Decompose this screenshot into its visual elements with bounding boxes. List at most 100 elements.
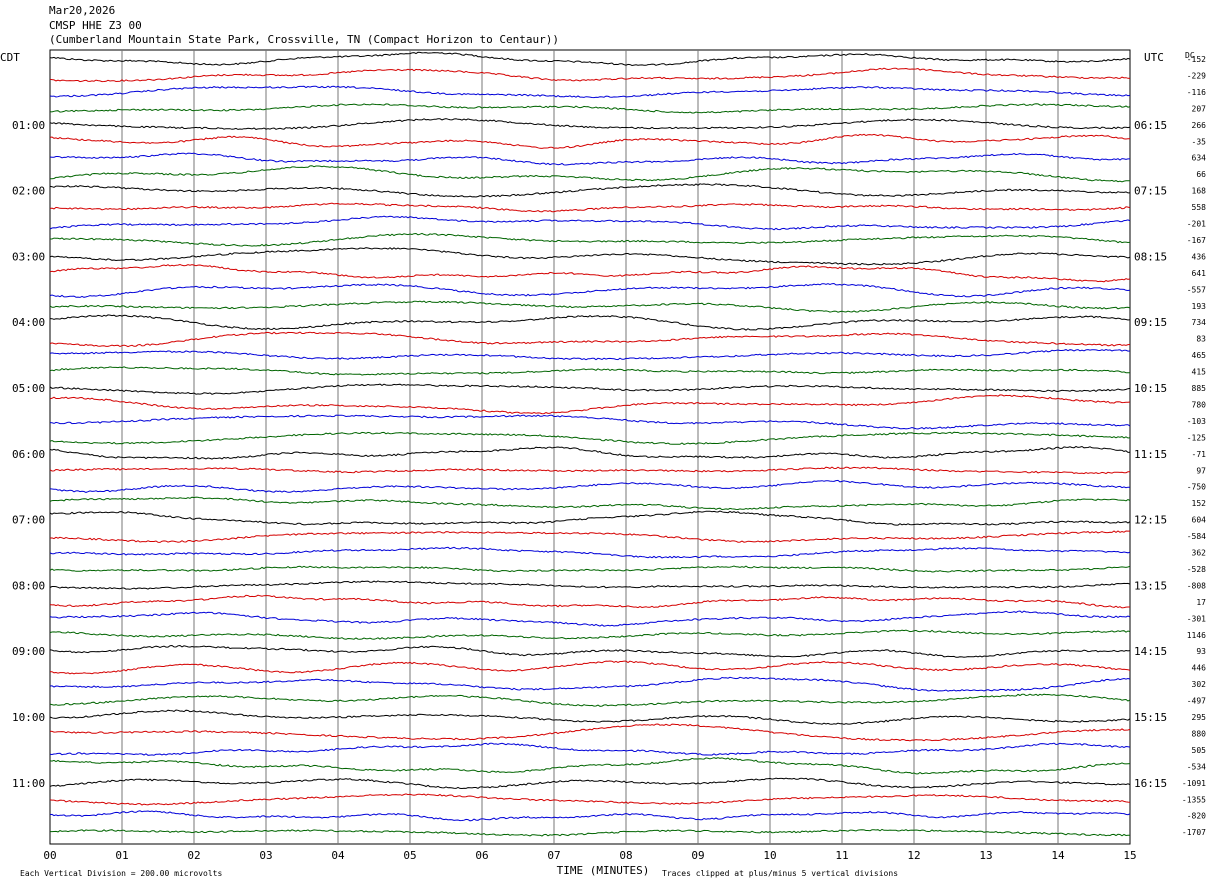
utc-hour-label: 15:15 [1134,711,1167,724]
trace-line [49,709,1131,725]
trace-line [50,232,1131,247]
trace-line [49,565,1131,573]
dc-offset-label: -528 [1187,565,1206,574]
utc-hour-label: 08:15 [1134,250,1167,263]
dc-offset-label: 436 [1192,252,1207,261]
trace-line [49,67,1131,83]
x-tick-label: 00 [43,849,56,862]
dc-offset-label: -1707 [1182,828,1206,837]
x-tick-label: 07 [547,849,560,862]
dc-offset-label: -71 [1192,450,1207,459]
dc-offset-label: -820 [1187,812,1206,821]
dc-offset-label: 93 [1196,647,1206,656]
trace-line [49,183,1130,198]
trace-line [49,366,1130,376]
dc-offset-label: -167 [1187,236,1206,245]
dc-offset-label: 193 [1192,302,1207,311]
trace-line [49,777,1131,790]
header-date: Mar20,2026 [49,4,116,17]
cdt-hour-label: 06:00 [12,448,45,461]
dc-offset-label: 634 [1192,154,1207,163]
dc-offset-label: 152 [1192,499,1207,508]
dc-offset-label: 302 [1192,680,1207,689]
dc-offset-label: 885 [1192,384,1207,393]
dc-offset-label: 97 [1196,466,1206,475]
trace-line [49,610,1131,627]
dc-offset-label: 880 [1192,729,1207,738]
trace-line [49,165,1131,183]
cdt-label: CDT [0,51,20,64]
dc-offset-label: 641 [1192,269,1207,278]
trace-line [49,793,1131,806]
dc-label: DC [1185,51,1195,60]
trace-line [49,757,1131,775]
dc-offset-label: 295 [1192,713,1207,722]
dc-offset-label: 83 [1196,335,1206,344]
x-tick-label: 06 [475,849,488,862]
dc-offset-label: 734 [1192,318,1207,327]
x-axis-label: TIME (MINUTES) [557,864,650,877]
trace-line [49,103,1131,114]
x-tick-label: 14 [1051,849,1065,862]
dc-offset-label: -103 [1187,417,1206,426]
trace-line [49,445,1131,460]
chart-header: Mar20,2026 CMSP HHE Z3 00 (Cumberland Moun… [49,4,559,48]
dc-offset-label: -1355 [1182,795,1206,804]
dc-offset-label: 207 [1192,104,1207,113]
trace-line [49,300,1131,313]
x-tick-label: 02 [187,849,200,862]
trace-line [50,660,1131,675]
dc-offset-label: 362 [1192,549,1207,558]
trace-line [49,546,1131,559]
trace-line [49,247,1131,266]
trace-line [49,314,1131,331]
cdt-hour-label: 05:00 [12,382,45,395]
dc-offset-label: -201 [1187,220,1206,229]
x-tick-label: 15 [1123,849,1136,862]
x-tick-label: 13 [979,849,992,862]
dc-offset-label: 1146 [1187,631,1206,640]
trace-line [49,466,1130,475]
trace-line [49,118,1131,130]
x-tick-label: 08 [619,849,632,862]
trace-line [49,479,1130,493]
trace-line [49,629,1131,640]
trace-line [49,133,1130,149]
trace-line [49,594,1130,609]
utc-hour-label: 16:15 [1134,777,1167,790]
utc-hour-label: 10:15 [1134,382,1167,395]
trace-line [49,263,1131,283]
dc-offset-label: -301 [1187,614,1206,623]
trace-line [49,383,1131,395]
trace-line [49,644,1131,658]
dc-offset-label: -534 [1187,762,1206,771]
dc-offset-label: 558 [1192,203,1207,212]
x-tick-label: 04 [331,849,345,862]
cdt-hour-label: 11:00 [12,777,45,790]
cdt-hour-label: 10:00 [12,711,45,724]
trace-line [49,282,1131,298]
dc-offset-label: -557 [1187,285,1206,294]
utc-hour-label: 09:15 [1134,316,1167,329]
dc-offset-label: 17 [1196,598,1206,607]
dc-offset-label: -229 [1187,71,1206,80]
dc-offset-label: -584 [1187,532,1206,541]
cdt-hour-label: 03:00 [12,250,45,263]
cdt-hour-label: 08:00 [12,579,45,592]
trace-line [49,723,1131,742]
dc-offset-label: 505 [1192,746,1207,755]
dc-offset-label: 780 [1192,400,1207,409]
dc-offset-label: -497 [1187,697,1206,706]
dc-offset-label: 446 [1192,664,1207,673]
dc-offset-label: 465 [1192,351,1207,360]
dc-offset-label: 66 [1196,170,1206,179]
footer-clip-note: Traces clipped at plus/minus 5 vertical … [662,869,898,878]
x-tick-label: 12 [907,849,920,862]
trace-line [49,202,1131,213]
cdt-hour-label: 09:00 [12,645,45,658]
dc-offset-label: -750 [1187,483,1206,492]
trace-line [49,215,1131,231]
trace-line [49,51,1131,67]
x-tick-label: 11 [835,849,848,862]
